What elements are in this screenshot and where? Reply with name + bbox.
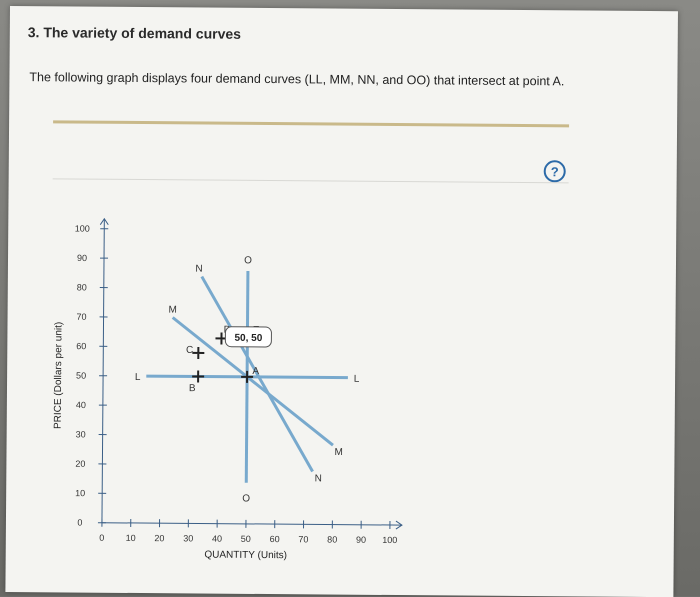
y-tick-label: 50: [76, 371, 86, 381]
question-card: 3. The variety of demand curves The foll…: [5, 6, 678, 597]
y-axis: [102, 219, 104, 523]
x-tick-label: 60: [270, 534, 280, 544]
y-tick-label: 80: [77, 282, 87, 292]
curve-label-o: O: [242, 493, 250, 504]
curve-label-l: L: [354, 374, 360, 385]
y-tick-label: 40: [76, 400, 86, 410]
curve-label-n: N: [195, 264, 202, 275]
x-tick-label: 0: [99, 533, 104, 543]
x-tick-label: 30: [183, 533, 193, 543]
y-axis-title: PRICE (Dollars per unit): [53, 322, 65, 429]
x-tick-label: 20: [154, 533, 164, 543]
curve-label-m: M: [334, 447, 342, 458]
coordinate-callout-text: 50, 50: [234, 333, 262, 344]
point-label-c: C: [186, 345, 193, 356]
demand-curves-chart: 0 10 20 30 40 50 60 70 80 90 100 0 10 20 30 40 50 60 70 80 9…: [5, 6, 678, 597]
y-tick-label: 0: [77, 518, 82, 528]
point-marker-b[interactable]: [192, 370, 204, 382]
curve-label-l: L: [135, 372, 141, 383]
x-axis: [102, 523, 402, 525]
y-tick-label: 90: [77, 253, 87, 263]
x-axis-title: QUANTITY (Units): [204, 550, 287, 562]
x-tick-label: 10: [126, 533, 136, 543]
point-label-a: A: [252, 366, 259, 377]
point-label-b: B: [189, 383, 196, 394]
x-tick-label: 90: [356, 535, 366, 545]
curve-label-n: N: [315, 473, 322, 484]
y-tick-label: 70: [77, 312, 87, 322]
curve-label-m: M: [169, 305, 177, 316]
y-tick-label: 100: [75, 224, 90, 234]
y-tick-label: 30: [76, 429, 86, 439]
y-tick-label: 20: [75, 459, 85, 469]
x-tick-label: 50: [241, 534, 251, 544]
x-tick-label: 80: [327, 535, 337, 545]
y-tick-label: 10: [75, 488, 85, 498]
curve-label-o: O: [244, 255, 252, 266]
y-tick-label: 60: [76, 341, 86, 351]
point-marker-c[interactable]: [192, 347, 204, 359]
x-tick-label: 70: [298, 534, 308, 544]
x-tick-label: 40: [212, 534, 222, 544]
x-tick-label: 100: [382, 535, 397, 545]
